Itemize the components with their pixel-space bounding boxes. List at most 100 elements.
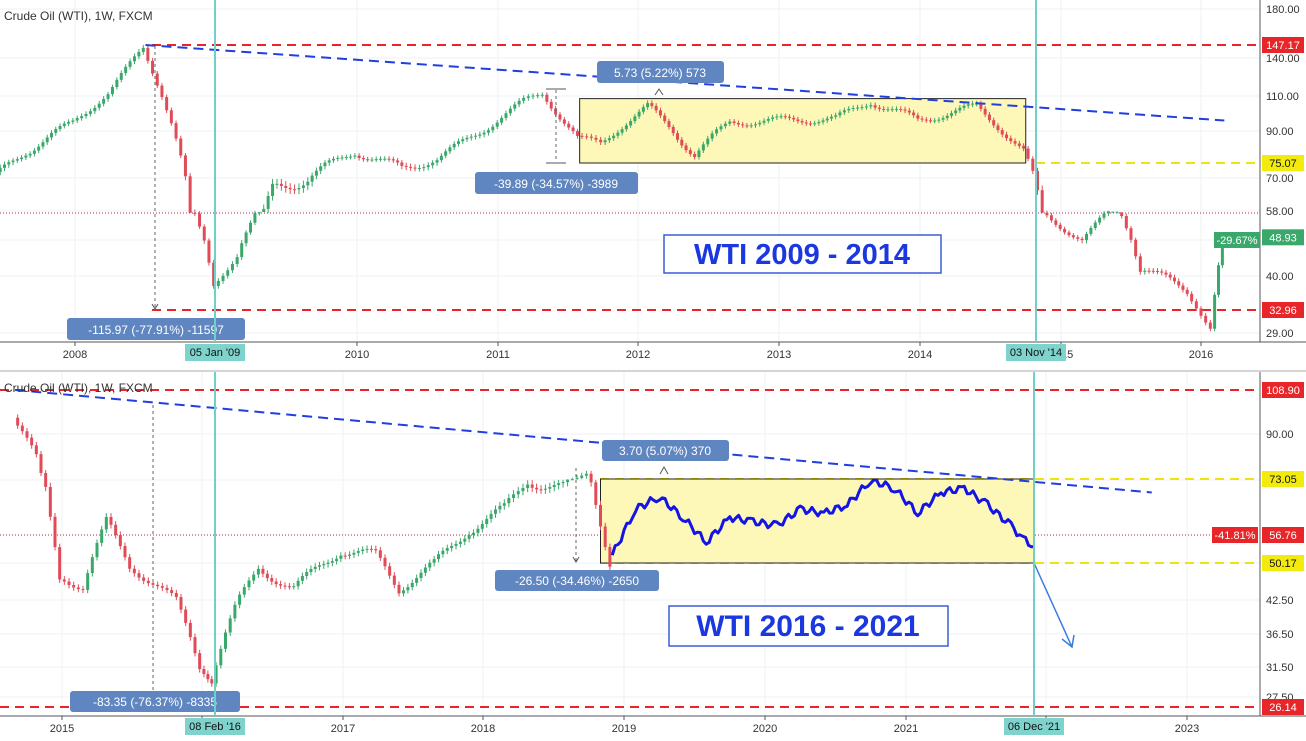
- top-candle-body-59: [244, 232, 248, 244]
- top-candles: [0, 44, 1224, 332]
- bot-candle-body-126: [584, 473, 588, 476]
- bot-measure-arrow-3: [659, 465, 669, 475]
- top-candle-body-107: [452, 143, 456, 148]
- top-candle-body-255: [1093, 222, 1097, 228]
- top-candle-body-267: [1147, 270, 1151, 272]
- bot-price-label-1: 73.05: [1269, 474, 1297, 486]
- bot-ytick-label-0: 90.00: [1266, 429, 1294, 441]
- top-candle-body-180: [771, 117, 775, 119]
- top-candle-body-144: [616, 132, 620, 136]
- top-candle-body-41: [160, 85, 164, 98]
- top-candle-body-111: [469, 136, 473, 138]
- top-candle-body-89: [374, 159, 378, 161]
- bot-candle-body-17: [95, 542, 99, 558]
- top-candle-body-237: [1013, 141, 1017, 144]
- top-candle-body-85: [357, 155, 361, 159]
- bot-price-label-bg-2: [1262, 527, 1304, 543]
- top-price-labels: 147.17 75.07 48.93 32.96: [1262, 37, 1304, 318]
- top-candle-body-122: [517, 100, 521, 105]
- top-candle-body-15: [45, 137, 49, 143]
- top-candle-body-197: [842, 110, 846, 113]
- top-candle-body-276: [1185, 289, 1189, 294]
- bot-candle-body-3: [30, 437, 34, 446]
- bot-candle-body-83: [392, 575, 396, 585]
- top-candle-body-125: [531, 95, 535, 97]
- bottom-price-labels: 108.90 73.05 56.76 50.17 26.14: [1262, 382, 1304, 715]
- bot-candle-body-85: [402, 590, 406, 594]
- top-candle-body-63: [262, 208, 266, 213]
- bot-candle-body-111: [516, 491, 520, 495]
- top-price-label-0: 147.17: [1266, 40, 1300, 52]
- top-candle-body-87: [366, 159, 370, 161]
- bot-candle-body-108: [502, 503, 506, 506]
- top-candle-body-86: [361, 158, 365, 160]
- bottom-range-box: [600, 478, 1035, 564]
- bot-candle-body-58: [283, 585, 287, 587]
- top-date-label-0: 05 Jan '09: [190, 347, 240, 359]
- top-title-box: [663, 234, 942, 274]
- bot-candle-body-66: [318, 565, 321, 567]
- top-candle-body-53: [216, 280, 220, 286]
- top-chart-title: WTI 2009 - 2014: [694, 239, 910, 271]
- top-candle-body-161: [688, 150, 692, 155]
- bot-candle-body-24: [128, 557, 132, 569]
- top-candle-body-110: [465, 137, 469, 140]
- top-candle-body-236: [1009, 138, 1013, 142]
- top-candle-body-95: [400, 162, 404, 166]
- top-candle-body-105: [444, 151, 448, 156]
- bot-candle-body-116: [539, 489, 543, 491]
- top-candle-body-163: [697, 150, 701, 158]
- top-candle-body-194: [829, 116, 833, 119]
- bot-trendline-line: [15, 389, 1152, 494]
- top-candle-body-147: [629, 121, 633, 126]
- top-candle-body-83: [349, 156, 353, 158]
- top-date-markers: 05 Jan '09 03 Nov '14: [185, 0, 1066, 361]
- top-candle-body-11: [28, 153, 32, 156]
- bottom-chart-header: Crude Oil (WTI), 1W, FXCM: [4, 381, 153, 395]
- bottom-projection-arrow: [1033, 562, 1075, 649]
- bot-candle-body-74: [352, 552, 356, 555]
- bottom-annotation-box-2: [495, 570, 659, 591]
- top-candle-body-64: [266, 195, 270, 209]
- bot-xtick-label-6: 2021: [894, 723, 918, 735]
- top-candle-body-195: [834, 115, 838, 117]
- top-candle-body-115: [486, 130, 490, 133]
- bot-candle-body-63: [305, 571, 309, 576]
- top-candle-body-80: [336, 157, 340, 159]
- top-candle-body-139: [594, 137, 598, 140]
- bot-candle-body-53: [261, 568, 265, 574]
- bot-candle-body-52: [256, 568, 260, 575]
- top-candle-body-177: [758, 122, 762, 125]
- top-candle-body-19: [62, 123, 66, 126]
- top-levels: [0, 44, 1260, 311]
- bot-candle-body-54: [265, 573, 269, 579]
- top-candle-body-32: [119, 73, 123, 80]
- top-candle-body-6: [7, 162, 11, 165]
- top-candle-body-62: [257, 212, 261, 214]
- top-candle-body-174: [745, 125, 749, 127]
- top-xtick-label-4: 2013: [767, 349, 791, 361]
- top-candle-body-33: [124, 66, 128, 74]
- top-candle-body-208: [890, 109, 894, 111]
- top-candle-body-78: [327, 160, 331, 163]
- bot-candle-body-89: [419, 572, 423, 579]
- top-candle-body-223: [954, 110, 958, 114]
- bot-candle-body-113: [526, 484, 530, 489]
- top-candle-body-60: [249, 222, 253, 233]
- bottom-panel: Crude Oil (WTI), 1W, FXCM WTI 2016 - 202…: [0, 372, 1306, 735]
- bot-candle-body-114: [530, 484, 534, 488]
- bot-arrow-head: [1061, 634, 1075, 649]
- top-candle-body-145: [620, 129, 624, 133]
- top-candle-body-209: [895, 109, 898, 111]
- bot-candle-body-7: [48, 486, 52, 517]
- bot-candle-body-6: [44, 473, 48, 487]
- bot-price-label-bg-1: [1262, 471, 1304, 487]
- top-candle-body-278: [1194, 301, 1198, 309]
- top-candle-body-256: [1098, 217, 1102, 223]
- top-candle-body-213: [912, 112, 916, 116]
- top-candle-body-65: [271, 183, 275, 196]
- bot-blue-line-path: [610, 478, 1035, 556]
- bot-candle-body-73: [348, 554, 352, 556]
- top-candle-body-151: [646, 103, 650, 108]
- bot-candle-body-99: [463, 538, 467, 542]
